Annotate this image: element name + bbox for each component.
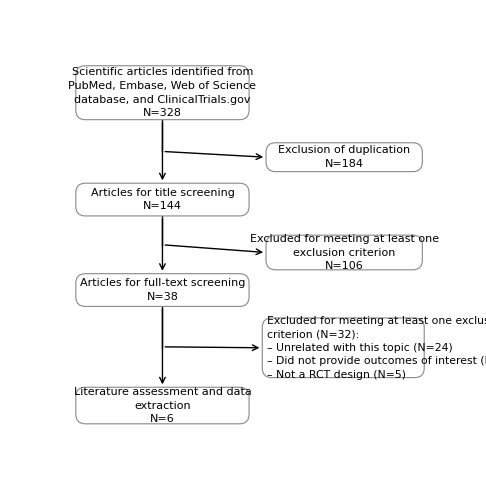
Text: Articles for full-text screening
N=38: Articles for full-text screening N=38: [80, 278, 245, 302]
Text: Excluded for meeting at least one exclusion
criterion (N=32):
– Unrelated with t: Excluded for meeting at least one exclus…: [267, 316, 486, 380]
FancyBboxPatch shape: [76, 274, 249, 306]
Text: Literature assessment and data
extraction
N=6: Literature assessment and data extractio…: [73, 387, 251, 424]
Text: Scientific articles identified from
PubMed, Embase, Web of Science
database, and: Scientific articles identified from PubM…: [69, 68, 257, 118]
Text: Exclusion of duplication
N=184: Exclusion of duplication N=184: [278, 146, 410, 169]
Text: Excluded for meeting at least one
exclusion criterion
N=106: Excluded for meeting at least one exclus…: [250, 234, 439, 271]
FancyBboxPatch shape: [266, 143, 422, 172]
FancyBboxPatch shape: [76, 66, 249, 120]
Text: Articles for title screening
N=144: Articles for title screening N=144: [90, 188, 234, 212]
FancyBboxPatch shape: [76, 183, 249, 216]
FancyBboxPatch shape: [76, 387, 249, 424]
FancyBboxPatch shape: [262, 318, 424, 378]
FancyBboxPatch shape: [266, 235, 422, 270]
